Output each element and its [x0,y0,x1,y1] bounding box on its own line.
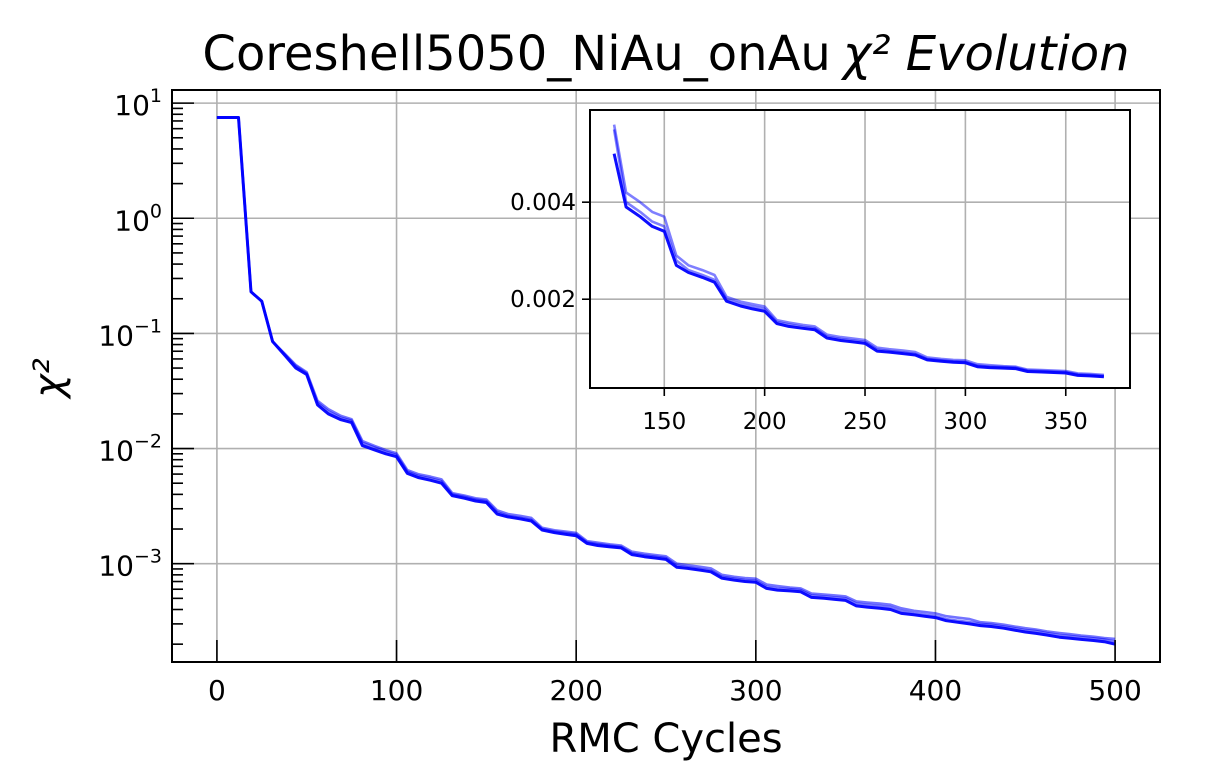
y-axis-label: χ² [26,358,72,400]
inset-y-tick-label: 0.004 [510,190,576,216]
main-plot-frame [171,89,1161,663]
inset-x-tick-label: 300 [943,409,987,435]
y-tick-label: 10−2 [98,431,162,468]
inset-series-group [612,124,1104,379]
inset-y-tick-label: 0.002 [510,287,576,313]
inset-x-tick-label: 350 [1044,409,1088,435]
x-axis-label: RMC Cycles [549,716,782,762]
x-tick-label: 0 [208,674,226,707]
x-tick-label: 400 [909,674,962,707]
x-tick-label: 500 [1088,674,1141,707]
x-tick-label: 200 [549,674,602,707]
y-tick-label: 10−1 [98,315,162,352]
chart-title-text: Coreshell5050_NiAu_onAu [202,26,830,82]
main-axis-ticks: 0 100 200 300 400 500 101 100 10−1 10−2 10−3 [98,85,1141,707]
inset-x-tick-label: 150 [642,409,686,435]
y-tick-label: 10−3 [98,546,162,583]
inset-x-tick-label: 250 [843,409,887,435]
inset-plot-frame [589,109,1131,389]
chart-title-math: χ² Evolution [840,26,1130,82]
main-series-group [216,116,1116,646]
y-tick-label: 101 [114,85,162,122]
inset-axis-ticks: 150 200 250 300 350 0.004 0.002 [510,190,1088,435]
chart-title: Coreshell5050_NiAu_onAu χ² Evolution [202,26,1129,82]
inset-series-line [612,153,1104,379]
inset-x-tick-label: 200 [743,409,787,435]
x-tick-label: 100 [370,674,423,707]
y-tick-label: 100 [114,200,162,237]
inset-series-line [612,124,1104,377]
main-series-line [216,116,1116,646]
main-series-line [216,116,1116,641]
x-tick-label: 300 [729,674,782,707]
